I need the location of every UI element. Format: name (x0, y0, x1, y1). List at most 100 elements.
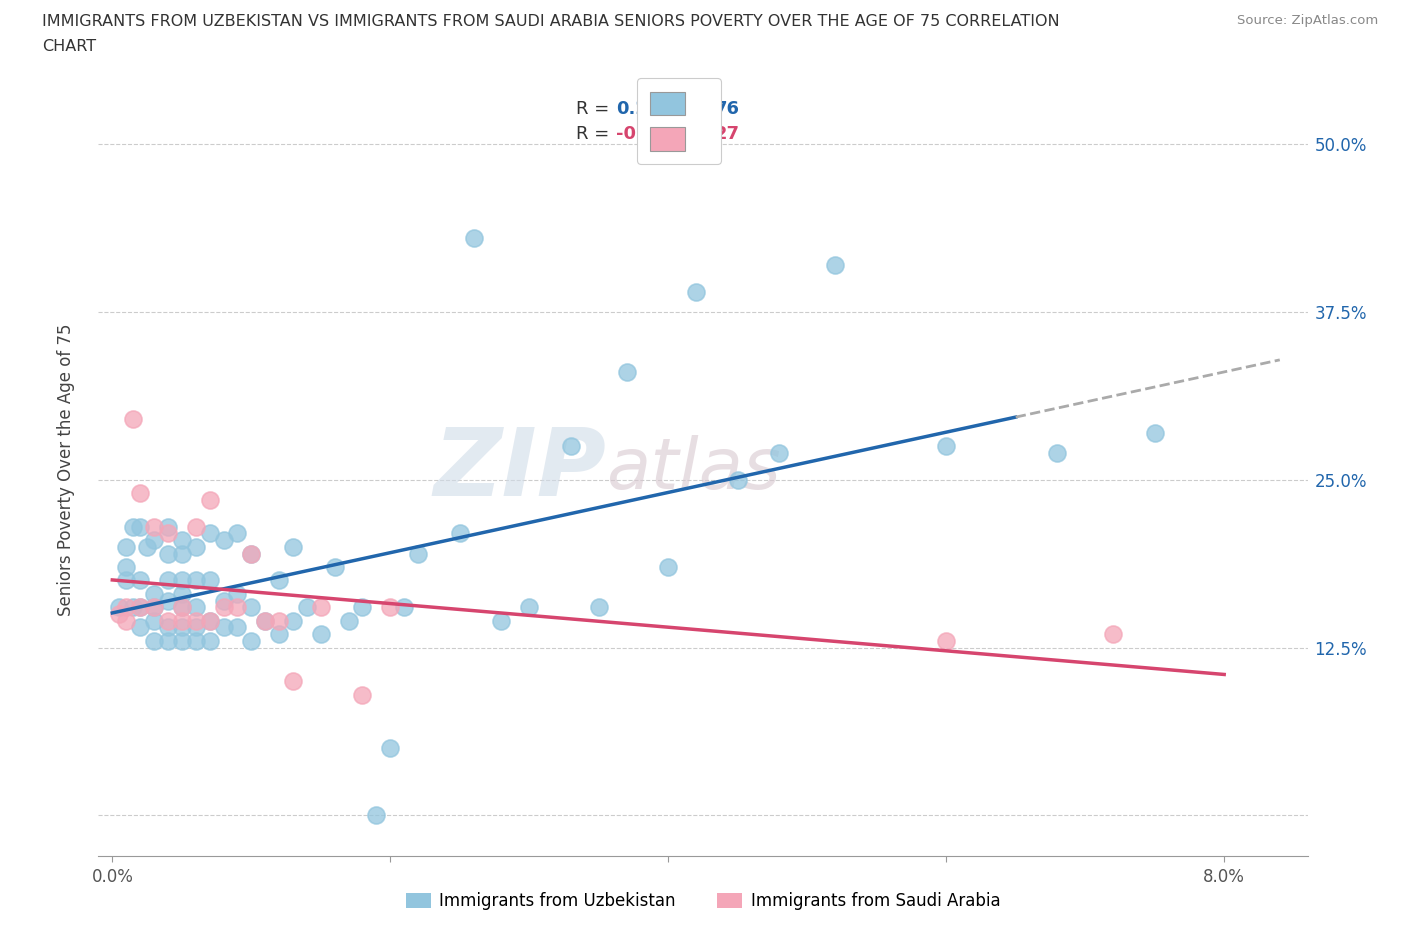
Point (281, 613, 304, 628)
Point (122, 600, 145, 615)
Point (156, 573, 179, 588)
Text: IMMIGRANTS FROM UZBEKISTAN VS IMMIGRANTS FROM SAUDI ARABIA SENIORS POVERTY OVER : IMMIGRANTS FROM UZBEKISTAN VS IMMIGRANTS… (42, 14, 1060, 29)
Point (560, 439, 582, 454)
Point (170, 613, 193, 628)
Point (240, 546, 263, 561)
Point (184, 613, 207, 628)
Point (226, 526, 249, 541)
Point (143, 600, 166, 615)
Point (198, 633, 221, 648)
Legend: Immigrants from Uzbekistan, Immigrants from Saudi Arabia: Immigrants from Uzbekistan, Immigrants f… (399, 885, 1007, 917)
Point (129, 573, 152, 588)
Point (198, 613, 221, 628)
Point (156, 593, 179, 608)
Point (727, 472, 749, 487)
Point (143, 533, 166, 548)
Point (156, 519, 179, 534)
Point (240, 633, 263, 648)
Text: R =: R = (576, 125, 614, 143)
Point (115, 539, 138, 554)
Point (226, 600, 249, 615)
Point (136, 539, 159, 554)
Point (269, 627, 291, 642)
Text: atlas: atlas (606, 435, 780, 504)
Text: R =: R = (576, 100, 614, 118)
Point (115, 600, 138, 615)
Text: 0.241: 0.241 (616, 100, 673, 118)
Point (184, 539, 207, 554)
Point (129, 600, 152, 615)
Point (281, 539, 304, 554)
Point (122, 412, 145, 427)
Text: CHART: CHART (42, 39, 96, 54)
Point (588, 600, 610, 615)
Point (281, 673, 304, 688)
Point (143, 587, 166, 602)
Point (156, 546, 179, 561)
Point (380, 600, 402, 615)
Point (184, 633, 207, 648)
Point (824, 258, 846, 272)
Point (240, 546, 263, 561)
Text: Source: ZipAtlas.com: Source: ZipAtlas.com (1237, 14, 1378, 27)
Point (170, 600, 193, 615)
Point (657, 560, 679, 575)
Point (212, 620, 235, 635)
Point (212, 533, 235, 548)
Point (198, 492, 221, 507)
Point (768, 445, 790, 460)
Text: -0.022: -0.022 (616, 125, 681, 143)
Point (1046, 445, 1069, 460)
Point (156, 613, 179, 628)
Point (226, 587, 249, 602)
Point (156, 633, 179, 648)
Legend:  ,  : , (637, 78, 721, 165)
Point (198, 613, 221, 628)
Point (184, 600, 207, 615)
Point (269, 573, 291, 588)
Point (685, 285, 707, 299)
Point (115, 613, 138, 628)
Point (366, 808, 388, 823)
Point (269, 613, 291, 628)
Text: ZIP: ZIP (433, 424, 606, 515)
Point (129, 485, 152, 500)
Point (170, 533, 193, 548)
Point (337, 613, 360, 628)
Text: N =: N = (675, 125, 727, 143)
Point (491, 613, 513, 628)
Point (108, 600, 131, 615)
Point (392, 600, 415, 615)
Point (616, 365, 638, 379)
Point (143, 613, 166, 628)
Point (463, 231, 485, 246)
Point (1102, 627, 1125, 642)
Point (170, 587, 193, 602)
Point (352, 687, 374, 702)
Point (129, 620, 152, 635)
Point (212, 600, 235, 615)
Point (323, 560, 346, 575)
Point (406, 546, 429, 561)
Point (156, 526, 179, 541)
Point (143, 600, 166, 615)
Point (170, 600, 193, 615)
Point (184, 620, 207, 635)
Point (122, 519, 145, 534)
Point (129, 600, 152, 615)
Point (115, 560, 138, 575)
Point (198, 526, 221, 541)
Point (254, 613, 277, 628)
Point (935, 633, 957, 648)
Point (309, 627, 332, 642)
Y-axis label: Seniors Poverty Over the Age of 75: Seniors Poverty Over the Age of 75 (56, 324, 75, 616)
Text: N =: N = (666, 100, 718, 118)
Point (240, 600, 263, 615)
Point (143, 519, 166, 534)
Point (295, 600, 318, 615)
Point (170, 573, 193, 588)
Point (449, 526, 471, 541)
Point (517, 600, 540, 615)
Point (129, 519, 152, 534)
Point (212, 593, 235, 608)
